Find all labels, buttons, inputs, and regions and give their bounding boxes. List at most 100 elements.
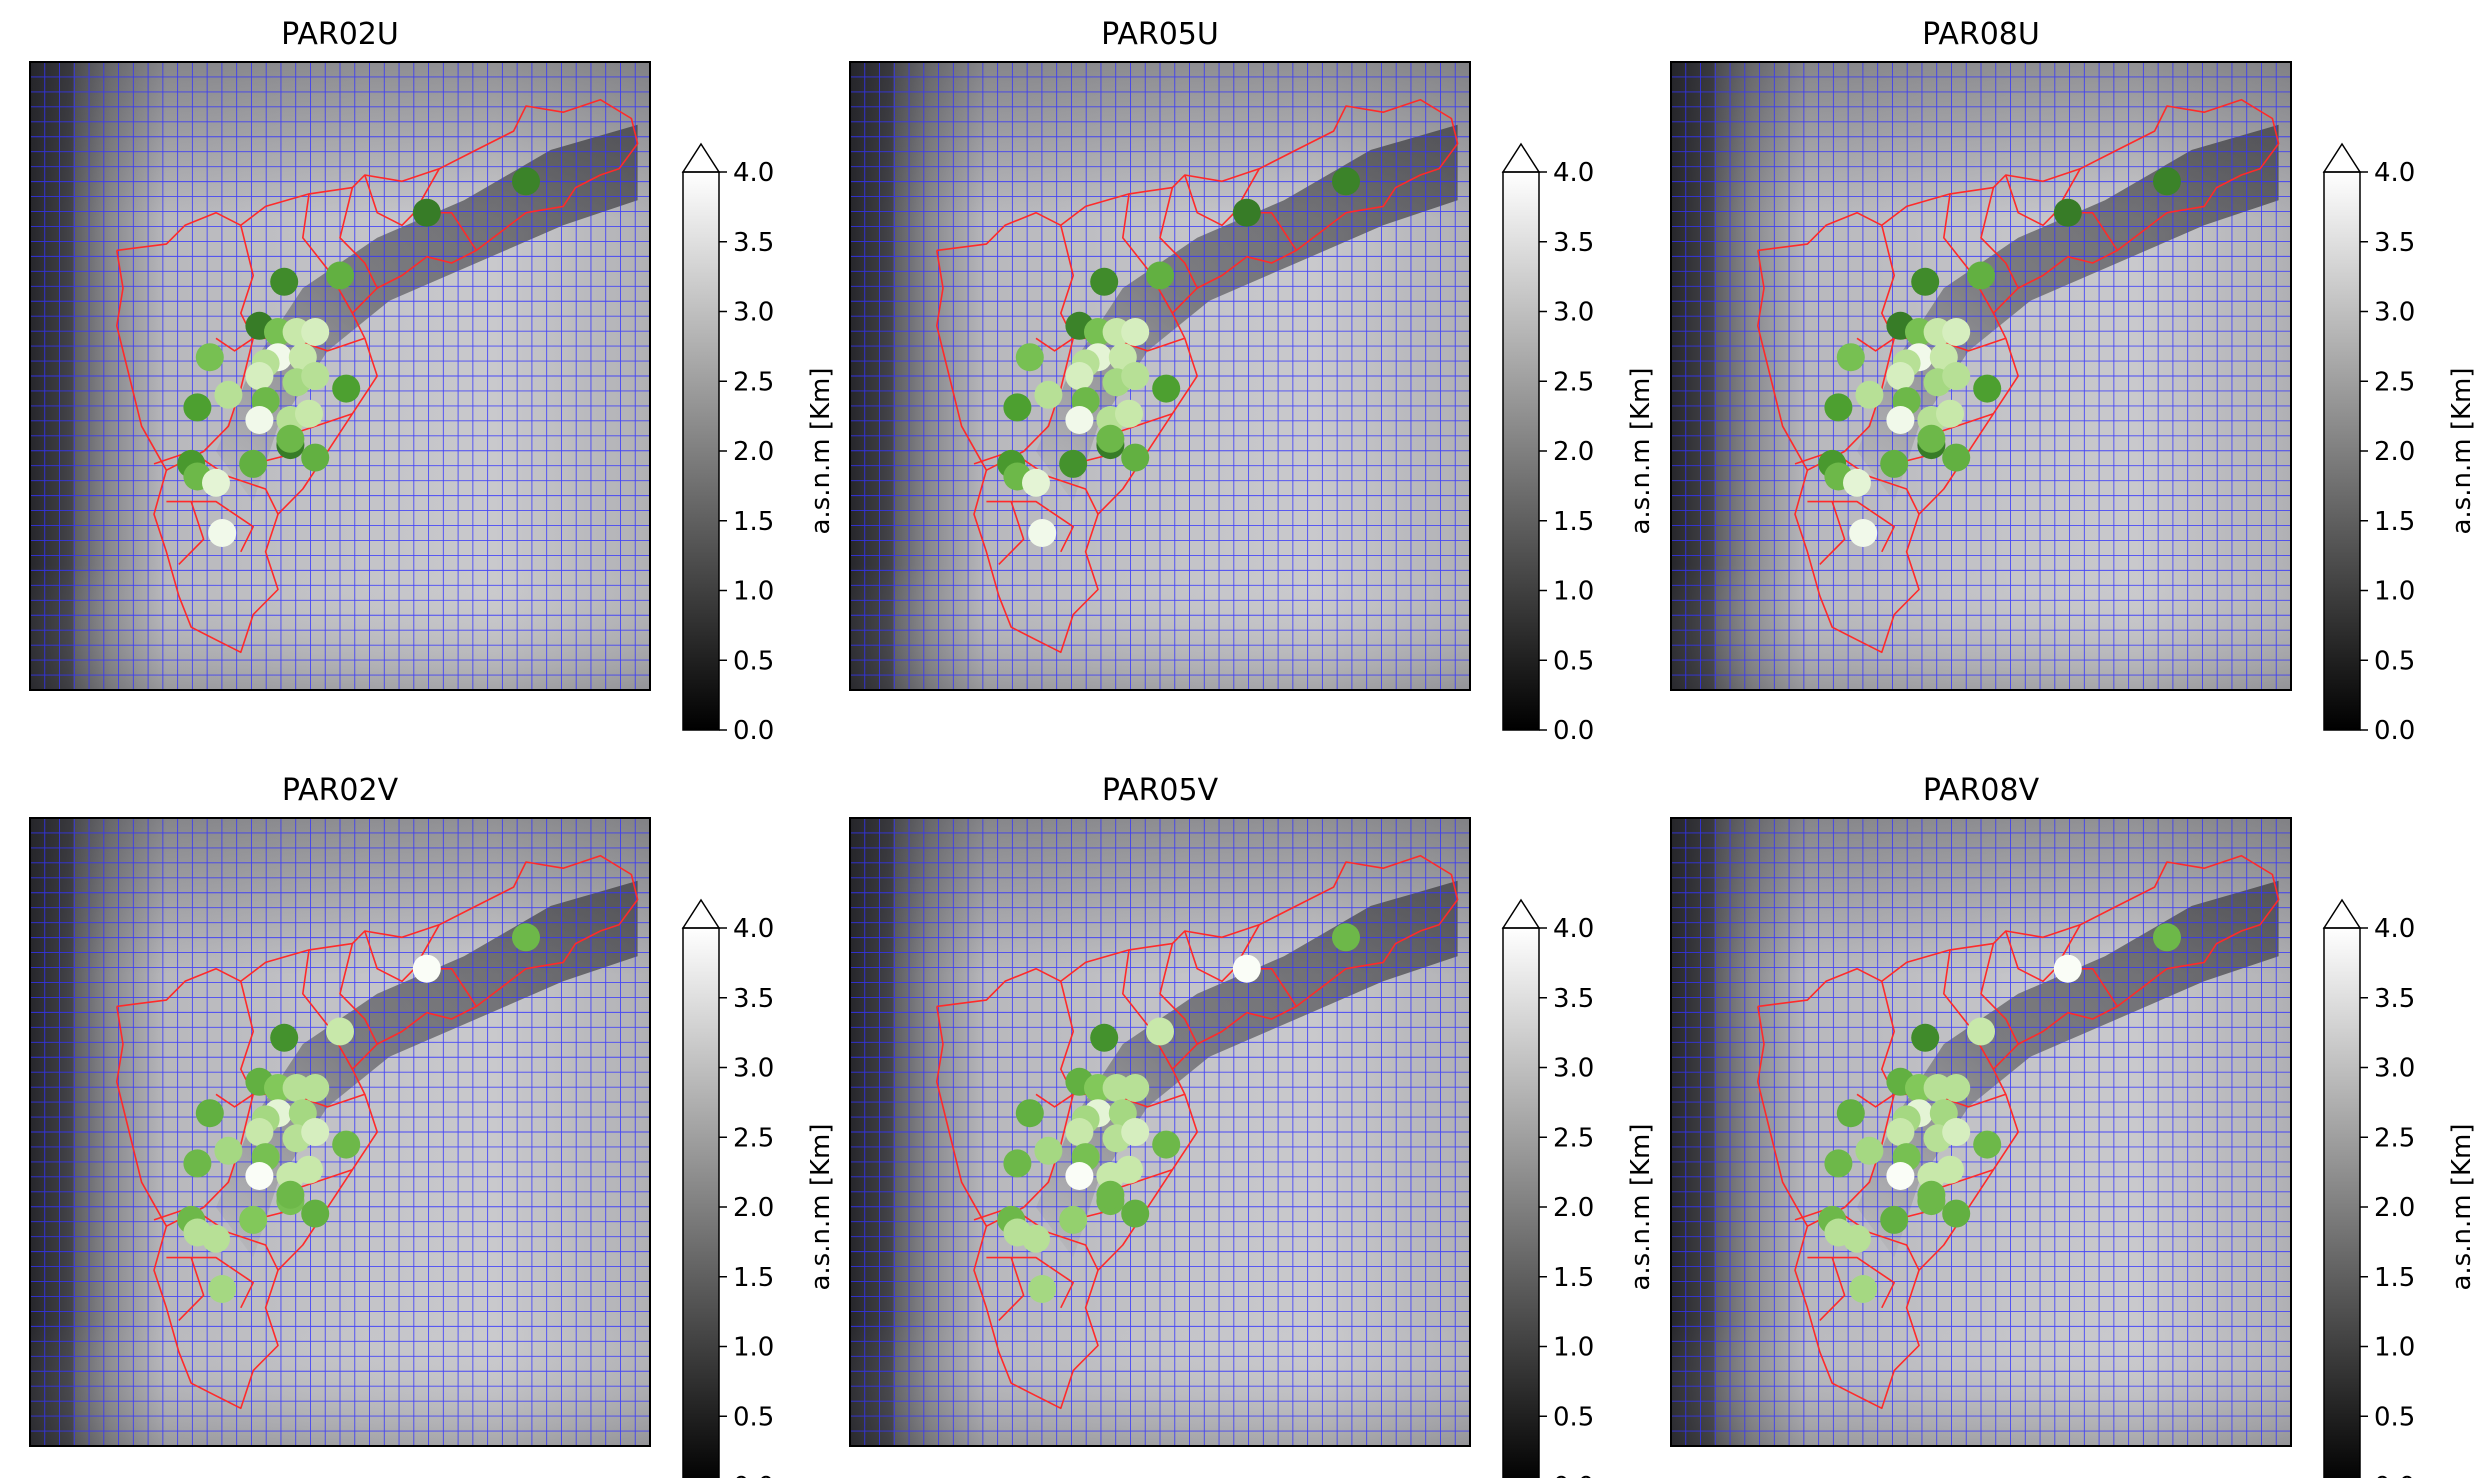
- station-marker: [2053, 198, 2082, 227]
- basin-boundary: [1757, 854, 2280, 1410]
- colorbar-tick-label: 4.0: [2374, 914, 2415, 944]
- colorbar-tick-label: 4.0: [1553, 914, 1594, 944]
- colorbar-tick-label: 3.0: [733, 1054, 774, 1084]
- colorbar-tick-label: 0.5: [2374, 646, 2415, 676]
- basin-boundary: [1980, 943, 2019, 1045]
- basin-boundary: [178, 501, 205, 565]
- map-panel-par05u: PAR05U 0.0 0.5 1.0 1.5 2.0 2.5 3.0 3.5 4.0 a.s.n.m…: [849, 17, 1656, 746]
- basin-boundary: [1035, 337, 1074, 352]
- station-marker: [1232, 954, 1261, 983]
- station-marker: [1849, 519, 1878, 547]
- colorbar-label: a.s.n.m [Km]: [1626, 1123, 1656, 1290]
- basin-boundary: [935, 98, 1459, 654]
- station-marker: [1034, 380, 1063, 409]
- map-panel-par02u: PAR02U 0.0 0.5 1.0 1.5 2.0 2.5 3.0 3.5 4.0 a.s.n.m…: [29, 17, 836, 746]
- basin-boundary: [215, 337, 254, 352]
- station-marker: [1028, 1275, 1057, 1303]
- station-marker: [1090, 1023, 1119, 1052]
- station-marker: [1942, 1074, 1971, 1102]
- station-marker: [1096, 1180, 1125, 1209]
- station-marker: [412, 954, 441, 983]
- colorbar-tick-label: 1.5: [1553, 1263, 1594, 1293]
- station-marker: [1034, 1136, 1063, 1165]
- map-panel-par08u: PAR08U 0.0 0.5 1.0 1.5 2.0 2.5 3.0 3.5 4.0 a.s.n.m…: [1670, 17, 2476, 746]
- map-frame: [849, 61, 1471, 691]
- colorbar-tick-label: 3.0: [1553, 298, 1594, 328]
- colorbar-tick-label: 2.5: [1553, 367, 1594, 397]
- station-marker: [1880, 1205, 1909, 1234]
- station-marker: [245, 1162, 274, 1190]
- station-marker: [512, 167, 540, 196]
- station-markers: [1818, 923, 2181, 1303]
- basin-boundary: [1159, 943, 1198, 1045]
- colorbar-scale: [2324, 172, 2360, 730]
- colorbar-tick-label: 2.0: [1553, 437, 1594, 467]
- colorbar-tick-label: 3.5: [1553, 984, 1594, 1014]
- model-grid: [850, 62, 1470, 690]
- colorbar: 0.0 0.5 1.0 1.5 2.0 2.5 3.0 3.5 4.0 a.s.n.m [Km]: [1501, 142, 1656, 746]
- station-marker: [1146, 261, 1174, 290]
- basin-boundary: [986, 225, 1074, 471]
- colorbar-tick-label: 1.0: [2374, 577, 2415, 607]
- map-frame: [29, 817, 651, 1447]
- station-marker: [1121, 318, 1150, 346]
- colorbar-tick-label: 1.5: [733, 1263, 774, 1293]
- station-marker: [1332, 923, 1360, 952]
- basin-boundary: [1943, 193, 1995, 314]
- colorbar-tick-label: 1.5: [2374, 1263, 2415, 1293]
- colorbar-tick-label: 3.0: [2374, 1054, 2415, 1084]
- panel-title: PAR08U: [1922, 17, 2040, 52]
- basin-boundary: [1757, 98, 2280, 654]
- colorbar-tick-label: 0.0: [733, 1472, 774, 1478]
- basin-boundary: [1159, 187, 1198, 289]
- station-marker: [1886, 406, 1915, 434]
- station-marker: [1886, 1162, 1915, 1190]
- colorbar-tick-label: 1.0: [1553, 1333, 1594, 1363]
- map-frame: [29, 61, 651, 691]
- station-marker: [1911, 1023, 1940, 1052]
- station-marker: [1152, 1130, 1181, 1159]
- station-marker: [1942, 1118, 1971, 1146]
- basin-boundary: [301, 193, 354, 314]
- terrain-map: [850, 62, 1470, 690]
- basin-boundary: [339, 943, 378, 1045]
- station-marker: [1942, 1199, 1971, 1228]
- map-frame: [1670, 61, 2292, 691]
- colorbar-tick-label: 1.5: [733, 507, 774, 537]
- station-marker: [208, 1275, 237, 1303]
- station-marker: [1015, 343, 1044, 372]
- terrain-map: [850, 818, 1470, 1446]
- station-marker: [1121, 1074, 1150, 1102]
- colorbar-extend-arrow: [681, 142, 721, 173]
- station-marker: [1942, 443, 1971, 472]
- station-marker: [214, 380, 243, 409]
- basin-boundary: [2005, 168, 2081, 227]
- station-marker: [1942, 318, 1971, 346]
- map-frame: [849, 817, 1471, 1447]
- station-marker: [1022, 1224, 1050, 1253]
- station-marker: [1855, 380, 1884, 409]
- station-marker: [1836, 343, 1865, 372]
- colorbar-tick-label: 2.0: [1553, 1193, 1594, 1223]
- station-marker: [1022, 468, 1050, 497]
- basin-boundary: [998, 501, 1025, 565]
- station-marker: [1886, 362, 1915, 390]
- station-marker: [239, 449, 268, 478]
- colorbar-tick-label: 0.0: [2374, 1472, 2415, 1478]
- station-marker: [1121, 1199, 1150, 1228]
- panel-title: PAR02V: [282, 773, 399, 808]
- station-marker: [1065, 406, 1094, 434]
- basin-boundary: [116, 98, 639, 654]
- station-marker: [295, 399, 323, 428]
- colorbar-label: a.s.n.m [Km]: [2447, 1123, 2476, 1290]
- station-marker: [1917, 1180, 1946, 1209]
- colorbar-tick-label: 1.5: [1553, 507, 1594, 537]
- colorbar: 0.0 0.5 1.0 1.5 2.0 2.5 3.0 3.5 4.0 a.s.n.m [Km]: [681, 898, 836, 1478]
- station-marker: [412, 198, 441, 227]
- basin-boundary: [2005, 924, 2081, 983]
- basin-boundary: [1819, 501, 1846, 565]
- station-marker: [332, 374, 361, 403]
- colorbar-tick-label: 0.5: [1553, 646, 1594, 676]
- colorbar-scale: [683, 172, 719, 730]
- colorbar-tick-label: 3.5: [733, 228, 774, 258]
